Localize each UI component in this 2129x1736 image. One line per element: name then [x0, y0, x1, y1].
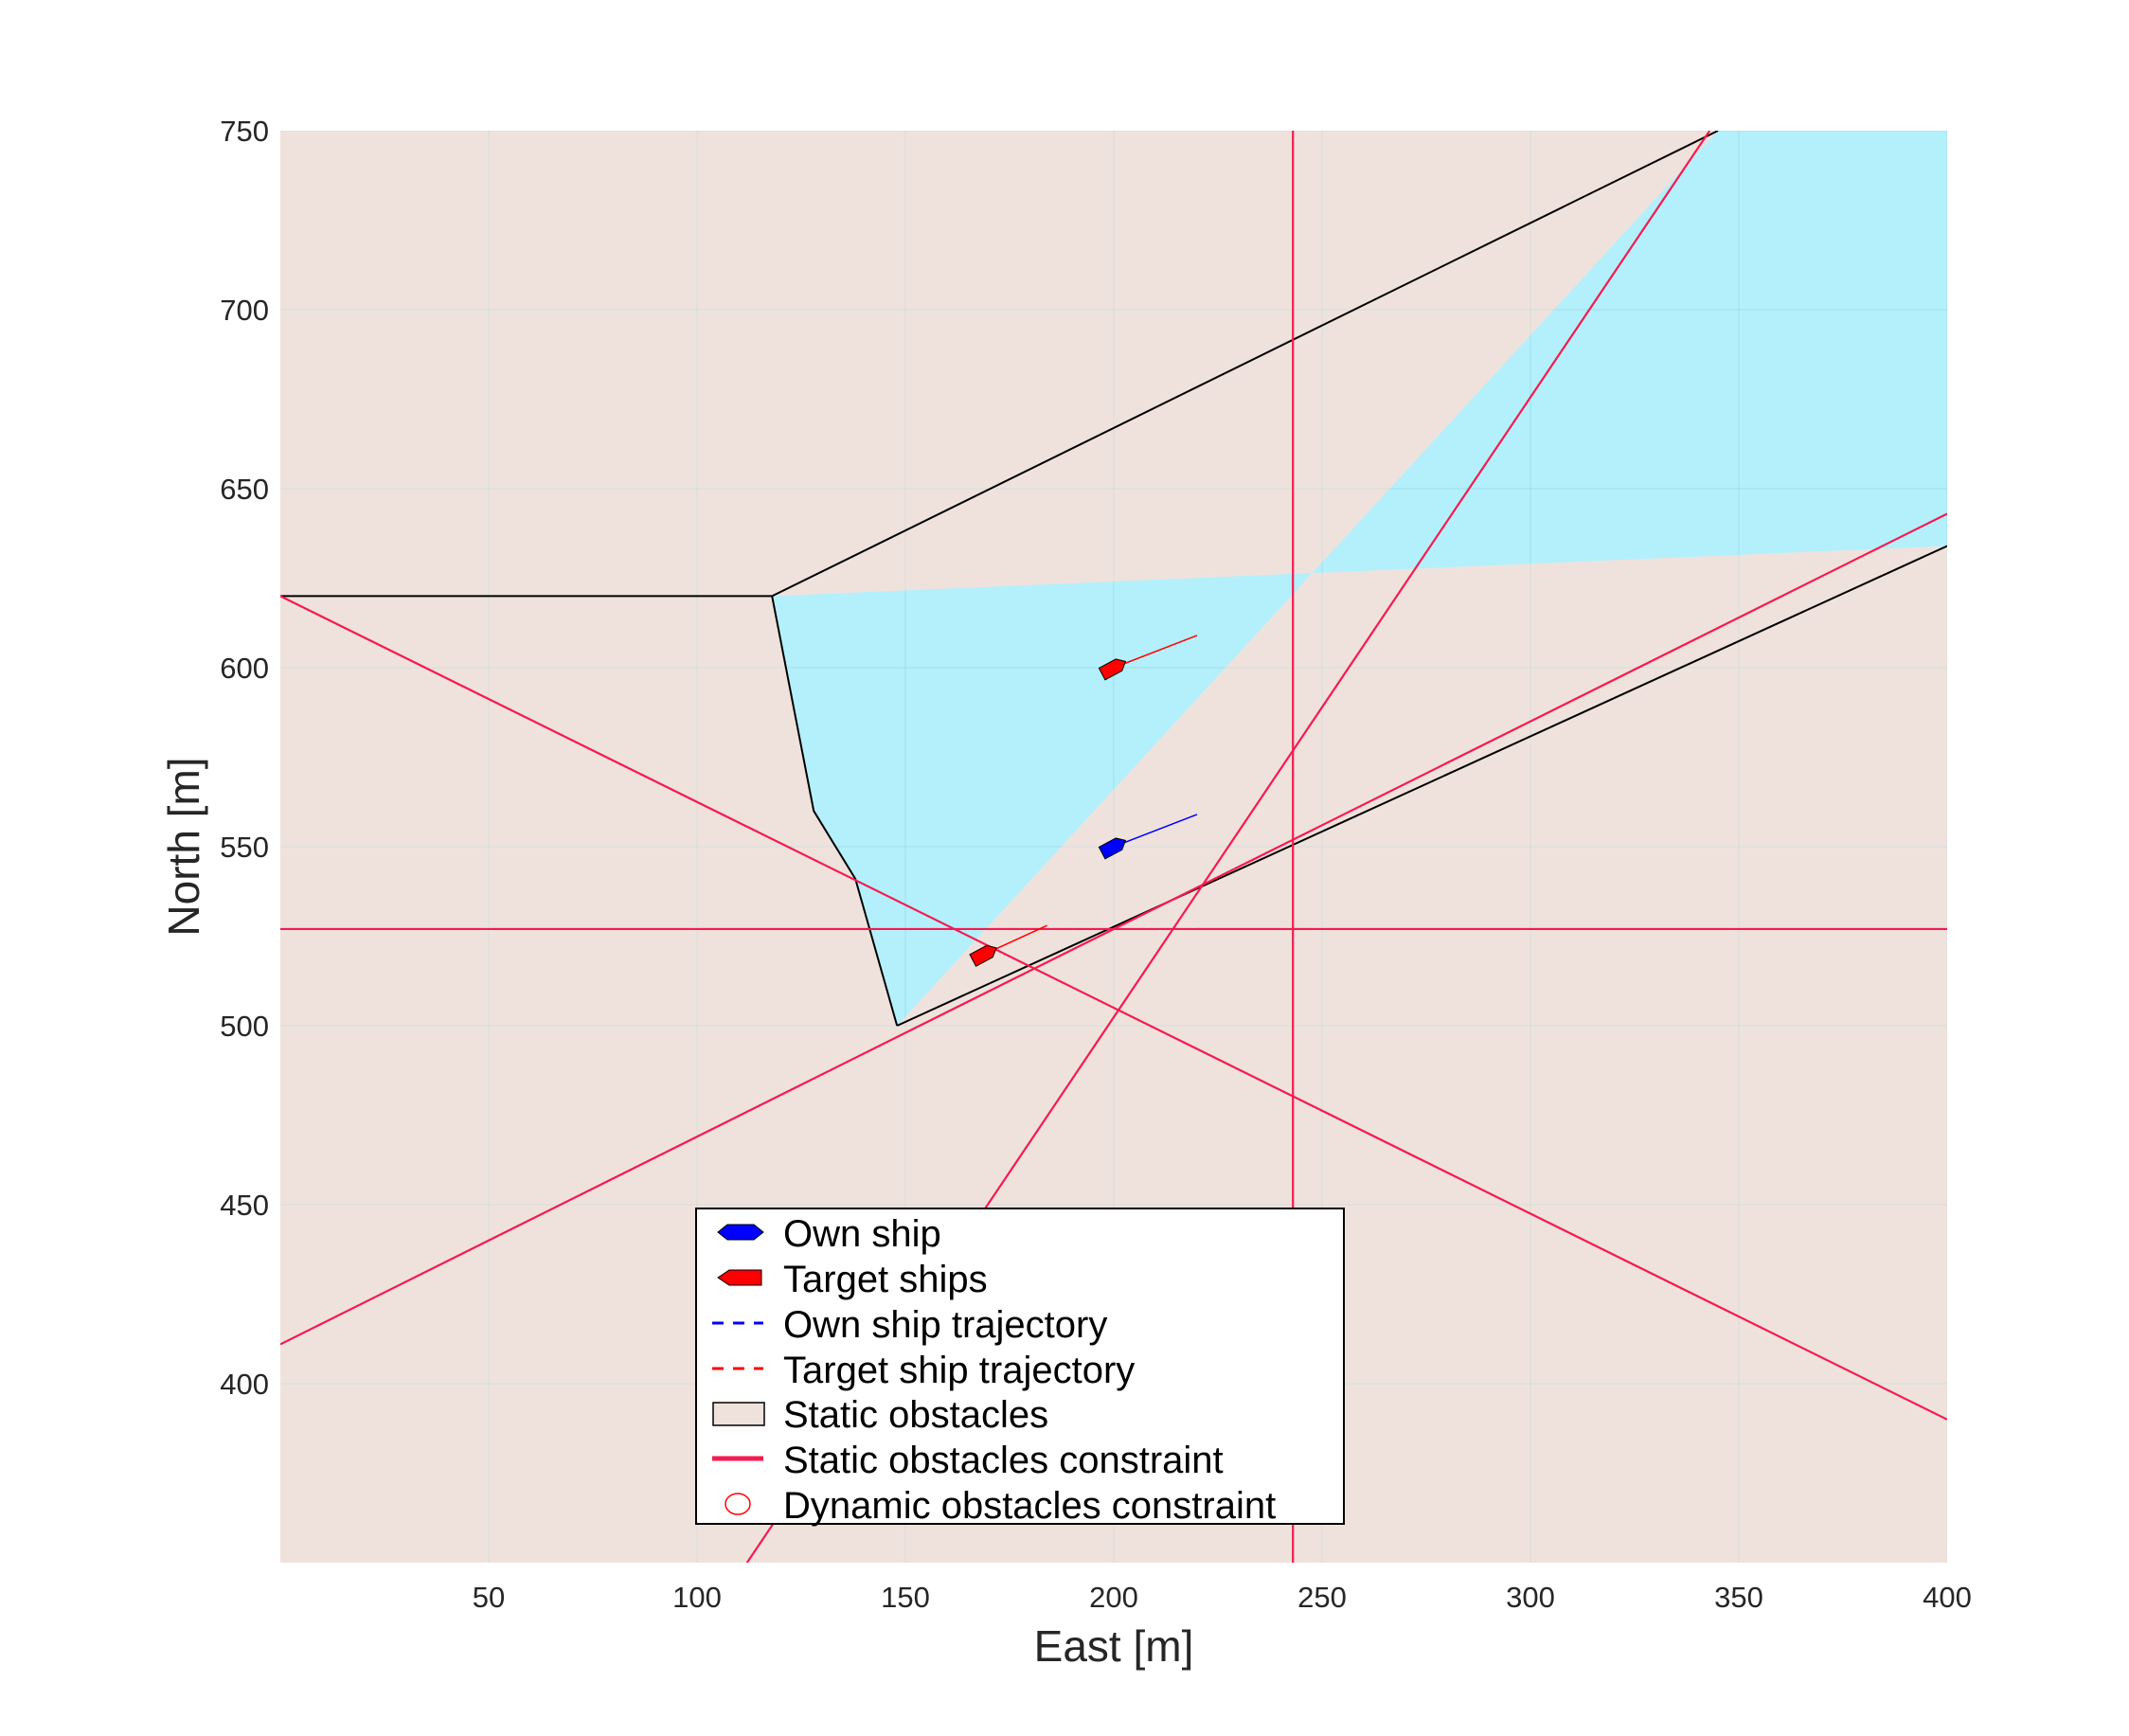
y-tick-label: 400 [220, 1368, 269, 1401]
tick-labels: 50 100 150 200 250 300 350 400 400 450 500 550 600 65… [220, 115, 1972, 1614]
target-ship-1-trajectory [1113, 635, 1198, 669]
x-tick-label: 250 [1297, 1581, 1347, 1614]
x-tick-label: 150 [881, 1581, 930, 1614]
channel-boundary-lower [896, 545, 1947, 1027]
x-tick-label: 100 [672, 1581, 722, 1614]
static-constraint-line [280, 595, 1947, 1421]
target-ship-2 [969, 944, 997, 967]
channel-boundary-left [771, 596, 899, 1027]
y-tick-label: 750 [220, 115, 269, 148]
static-obstacle-legend-icon [712, 1402, 765, 1426]
legend-entry-static-obstacles: Static obstacles [712, 1394, 1048, 1436]
ship-layer [969, 635, 1198, 967]
legend-label: Own ship trajectory [783, 1304, 1107, 1346]
channel-boundary-layer [280, 131, 1947, 1027]
x-tick-label: 300 [1506, 1581, 1555, 1614]
legend-box [695, 1208, 1345, 1525]
y-tick-label: 550 [220, 831, 269, 864]
y-tick-label: 450 [220, 1189, 269, 1222]
legend-entry-dynamic-constraint: Dynamic obstacles constraint [725, 1485, 1276, 1527]
x-tick-label: 200 [1089, 1581, 1138, 1614]
legend-label: Static obstacles constraint [783, 1440, 1224, 1481]
target-ship-legend-icon [717, 1269, 762, 1286]
legend-entry-own-trajectory: Own ship trajectory [712, 1304, 1107, 1346]
channel-boundary-upper [771, 131, 1719, 598]
grid-over-water [280, 131, 1947, 1563]
target-ship-1 [1098, 658, 1127, 681]
own-ship-legend-icon [717, 1224, 764, 1241]
legend-label: Target ship trajectory [783, 1350, 1135, 1391]
y-tick-label: 500 [220, 1010, 269, 1043]
legend-label: Own ship [783, 1213, 941, 1255]
legend-entry-target-trajectory: Target ship trajectory [712, 1350, 1135, 1391]
free-water-area [772, 131, 1947, 1026]
static-constraint-line [280, 512, 1947, 1346]
x-tick-label: 350 [1714, 1581, 1763, 1614]
free-water-layer [772, 131, 1947, 1026]
x-axis-label: East [m] [1034, 1621, 1194, 1671]
y-tick-label: 600 [220, 652, 269, 685]
legend-entry-target-ships: Target ships [717, 1259, 988, 1300]
dynamic-constraint-legend-icon [725, 1493, 751, 1515]
legend-label: Target ships [783, 1259, 988, 1300]
legend-entry-own-ship: Own ship [717, 1213, 941, 1255]
legend-label: Dynamic obstacles constraint [783, 1485, 1276, 1527]
legend-label: Static obstacles [783, 1394, 1048, 1436]
y-axis-label: North [m] [159, 757, 208, 936]
y-tick-label: 700 [220, 294, 269, 327]
x-tick-label: 400 [1923, 1581, 1972, 1614]
y-tick-label: 650 [220, 473, 269, 506]
x-tick-label: 50 [473, 1581, 505, 1614]
own-ship [1098, 837, 1127, 860]
own-ship-trajectory [1113, 814, 1198, 848]
legend: Own ship Target ships Own ship trajector… [695, 1208, 1345, 1527]
legend-entry-static-constraint: Static obstacles constraint [712, 1440, 1224, 1481]
